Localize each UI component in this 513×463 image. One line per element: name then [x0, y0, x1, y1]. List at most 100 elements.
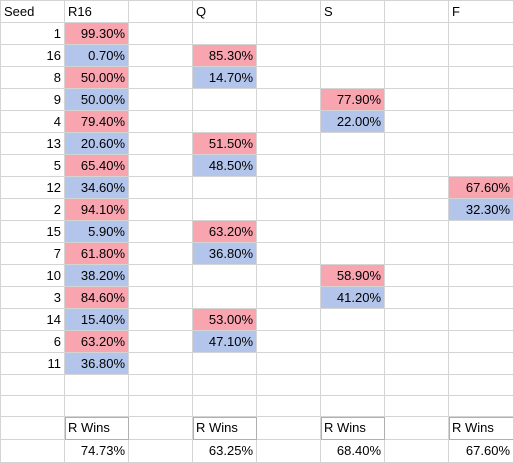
cell[interactable]: [257, 331, 321, 353]
seed-cell[interactable]: [1, 440, 65, 463]
cell[interactable]: [129, 221, 193, 243]
cell[interactable]: 65.40%: [65, 155, 129, 177]
cell[interactable]: [385, 221, 449, 243]
cell[interactable]: 67.60%: [449, 440, 513, 463]
cell[interactable]: 67.60%: [449, 177, 513, 199]
cell[interactable]: 36.80%: [193, 243, 257, 265]
cell[interactable]: [129, 89, 193, 111]
cell[interactable]: [129, 177, 193, 199]
cell[interactable]: [321, 67, 385, 89]
cell[interactable]: [385, 177, 449, 199]
cell[interactable]: [449, 396, 513, 417]
cell[interactable]: 48.50%: [193, 155, 257, 177]
seed-cell[interactable]: 1: [1, 23, 65, 45]
cell[interactable]: [385, 287, 449, 309]
seed-cell[interactable]: 12: [1, 177, 65, 199]
cell[interactable]: 58.90%: [321, 265, 385, 287]
cell[interactable]: [321, 353, 385, 375]
cell[interactable]: [385, 265, 449, 287]
cell[interactable]: [129, 199, 193, 221]
cell[interactable]: [193, 396, 257, 417]
cell[interactable]: [129, 67, 193, 89]
cell[interactable]: [449, 243, 513, 265]
cell[interactable]: 14.70%: [193, 67, 257, 89]
seed-cell[interactable]: 16: [1, 45, 65, 67]
cell[interactable]: [449, 67, 513, 89]
cell[interactable]: [257, 221, 321, 243]
cell[interactable]: [257, 89, 321, 111]
cell[interactable]: [449, 23, 513, 45]
cell[interactable]: [257, 23, 321, 45]
cell[interactable]: [321, 221, 385, 243]
cell[interactable]: 50.00%: [65, 67, 129, 89]
cell[interactable]: [321, 375, 385, 396]
cell[interactable]: 61.80%: [65, 243, 129, 265]
seed-cell[interactable]: [1, 396, 65, 417]
seed-cell[interactable]: 14: [1, 309, 65, 331]
cell[interactable]: [193, 265, 257, 287]
cell[interactable]: [321, 133, 385, 155]
cell[interactable]: [257, 440, 321, 463]
cell[interactable]: [129, 417, 193, 440]
cell[interactable]: [257, 417, 321, 440]
cell[interactable]: [385, 396, 449, 417]
cell[interactable]: [129, 111, 193, 133]
cell[interactable]: [65, 375, 129, 396]
cell[interactable]: [257, 199, 321, 221]
cell[interactable]: 51.50%: [193, 133, 257, 155]
cell[interactable]: [385, 440, 449, 463]
cell[interactable]: [449, 331, 513, 353]
cell[interactable]: [257, 243, 321, 265]
cell[interactable]: [129, 396, 193, 417]
cell[interactable]: 63.25%: [193, 440, 257, 463]
seed-cell[interactable]: 6: [1, 331, 65, 353]
column-header[interactable]: [129, 1, 193, 23]
cell[interactable]: 94.10%: [65, 199, 129, 221]
seed-cell[interactable]: 3: [1, 287, 65, 309]
seed-cell[interactable]: 4: [1, 111, 65, 133]
cell[interactable]: R Wins: [193, 417, 257, 440]
cell[interactable]: [385, 199, 449, 221]
cell[interactable]: [129, 287, 193, 309]
cell[interactable]: [385, 417, 449, 440]
cell[interactable]: 5.90%: [65, 221, 129, 243]
cell[interactable]: 47.10%: [193, 331, 257, 353]
cell[interactable]: [321, 243, 385, 265]
cell[interactable]: [257, 133, 321, 155]
cell[interactable]: [385, 133, 449, 155]
cell[interactable]: [385, 309, 449, 331]
cell[interactable]: [257, 177, 321, 199]
cell[interactable]: [129, 309, 193, 331]
cell[interactable]: [449, 155, 513, 177]
column-header[interactable]: S: [321, 1, 385, 23]
cell[interactable]: 20.60%: [65, 133, 129, 155]
cell[interactable]: 53.00%: [193, 309, 257, 331]
seed-cell[interactable]: 5: [1, 155, 65, 177]
cell[interactable]: [257, 375, 321, 396]
cell[interactable]: [129, 265, 193, 287]
cell[interactable]: [385, 45, 449, 67]
cell[interactable]: [385, 89, 449, 111]
cell[interactable]: [385, 353, 449, 375]
cell[interactable]: [449, 287, 513, 309]
cell[interactable]: 15.40%: [65, 309, 129, 331]
seed-cell[interactable]: 9: [1, 89, 65, 111]
cell[interactable]: 0.70%: [65, 45, 129, 67]
cell[interactable]: [321, 177, 385, 199]
cell[interactable]: R Wins: [65, 417, 129, 440]
cell[interactable]: [257, 265, 321, 287]
cell[interactable]: [257, 287, 321, 309]
cell[interactable]: 99.30%: [65, 23, 129, 45]
cell[interactable]: [321, 309, 385, 331]
seed-cell[interactable]: 8: [1, 67, 65, 89]
cell[interactable]: [449, 89, 513, 111]
cell[interactable]: [449, 221, 513, 243]
cell[interactable]: [385, 243, 449, 265]
column-header[interactable]: F: [449, 1, 513, 23]
cell[interactable]: [257, 111, 321, 133]
cell[interactable]: [193, 199, 257, 221]
cell[interactable]: [449, 309, 513, 331]
cell[interactable]: [129, 23, 193, 45]
cell[interactable]: [193, 177, 257, 199]
cell[interactable]: [193, 353, 257, 375]
